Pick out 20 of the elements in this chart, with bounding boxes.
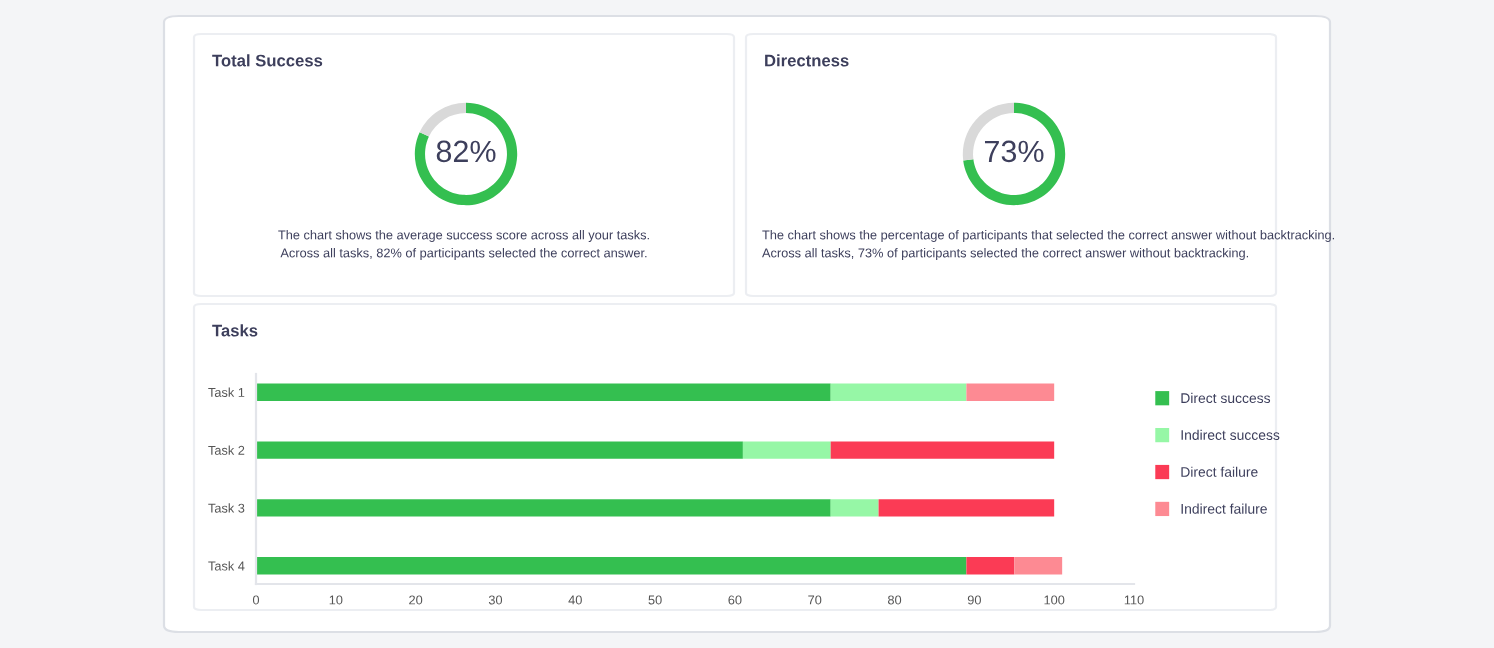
bar — [966, 383, 1055, 401]
donut-slice — [963, 102, 1066, 206]
bar — [256, 557, 967, 575]
data-label: 82% — [436, 140, 496, 163]
bar — [830, 383, 967, 401]
bar — [1014, 557, 1063, 575]
data-label: 73% — [984, 140, 1044, 163]
bar — [742, 441, 831, 459]
bar — [830, 441, 1055, 459]
text: Total Success — [212, 54, 323, 67]
bar — [830, 499, 879, 517]
bar — [878, 499, 1055, 517]
text: Directness — [765, 54, 849, 67]
bar — [966, 557, 1015, 575]
bar — [256, 441, 743, 459]
donut-slice — [419, 102, 466, 137]
bar — [256, 383, 831, 401]
chart-title: Tasks — [212, 324, 258, 337]
donut-slice — [414, 102, 518, 206]
bar — [256, 499, 831, 517]
